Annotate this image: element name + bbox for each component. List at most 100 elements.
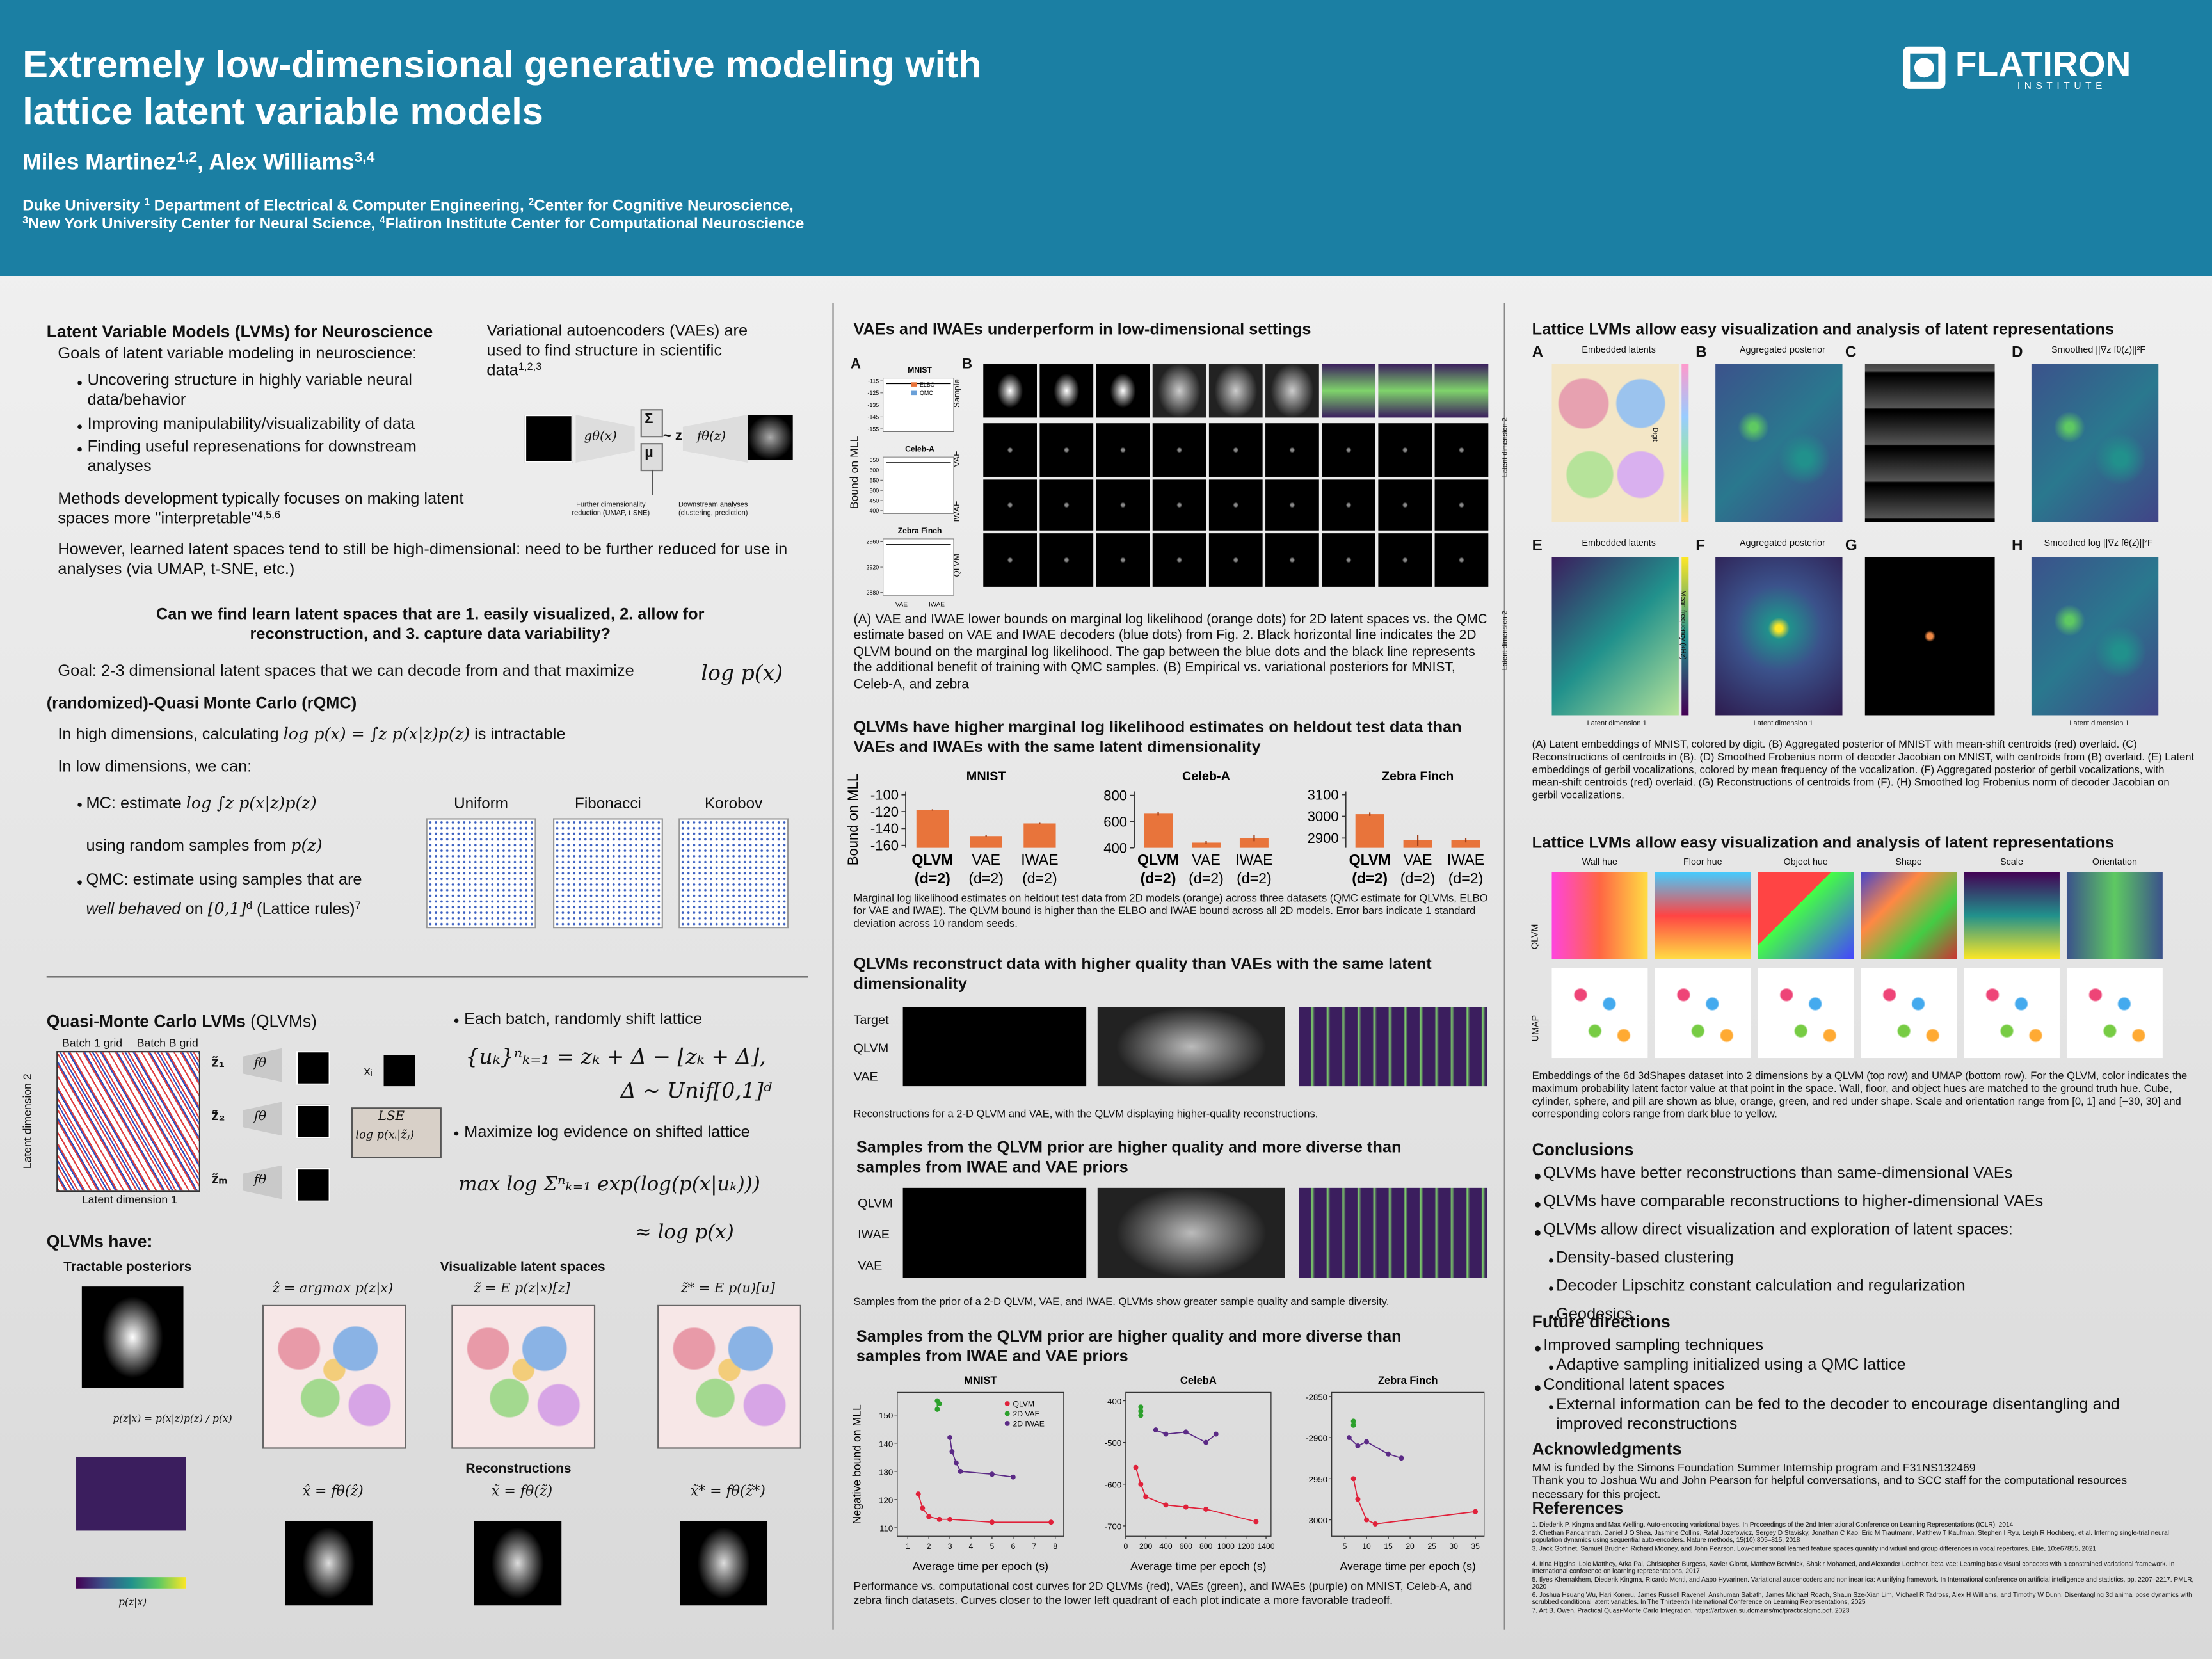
panel-label: D bbox=[2012, 344, 2023, 362]
point bbox=[1355, 1496, 1361, 1502]
latent-panel bbox=[2031, 557, 2159, 716]
axis-label: Latent dimension 1 bbox=[81, 1193, 177, 1206]
section-heading: Future directions bbox=[1532, 1311, 1671, 1332]
x-tick-label: 200 bbox=[1139, 1542, 1152, 1551]
qlvm-embedding bbox=[1551, 872, 1648, 959]
point bbox=[1372, 1521, 1378, 1527]
y-tick-label: 2960 bbox=[867, 539, 879, 545]
bar bbox=[1192, 842, 1221, 848]
math: max log Σⁿₖ₌₁ exp(log(p(x|uₖ))) bbox=[458, 1173, 760, 1197]
y-tick-label: -2950 bbox=[1306, 1475, 1327, 1484]
colorbar-label: Mean frequency (kHz) bbox=[1678, 590, 1687, 660]
chart: Zebra Finch 2900 3000 3100 QLVM (d=2) VAE (d=2)… bbox=[1308, 769, 1485, 886]
sigma-box bbox=[640, 409, 663, 438]
posterior-image bbox=[1039, 479, 1094, 531]
point bbox=[1138, 1481, 1144, 1487]
umap-embedding bbox=[1551, 967, 1648, 1059]
text: In low dimensions, we can: bbox=[58, 758, 252, 776]
legend-swatch bbox=[1004, 1401, 1010, 1407]
x-tick-note: (d=2) bbox=[915, 870, 950, 886]
text: using random samples from p(z) bbox=[86, 835, 323, 858]
y-tick-label: 3100 bbox=[1308, 787, 1339, 803]
axis-label: Latent dimension 2 bbox=[1501, 611, 1510, 671]
colorbar bbox=[1681, 364, 1689, 522]
point bbox=[1183, 1504, 1189, 1510]
point-set-label: Fibonacci bbox=[575, 796, 641, 813]
umap-embedding bbox=[1964, 967, 2060, 1059]
panel-title: MNIST bbox=[908, 365, 932, 374]
bullet: Conditional latent spaces bbox=[1543, 1377, 1725, 1394]
panel-title: Smoothed log ||∇z fθ(z)||²F bbox=[2044, 538, 2153, 549]
subheading: Reconstructions bbox=[465, 1461, 572, 1477]
column-label: Scale bbox=[2000, 858, 2023, 868]
sub-bullet: Geodesics bbox=[1556, 1306, 1633, 1324]
title: Extremely low-dimensional generative mod… bbox=[22, 44, 982, 86]
y-tick-label: 130 bbox=[879, 1467, 893, 1477]
posterior-image bbox=[1208, 364, 1263, 418]
y-tick-label: 450 bbox=[869, 497, 879, 504]
series-line bbox=[1135, 1467, 1256, 1523]
x-tick-note: (d=2) bbox=[1189, 870, 1224, 886]
caption: Marginal log likelihood estimates on hel… bbox=[853, 891, 1488, 930]
posterior-image bbox=[1265, 479, 1319, 531]
math-label: fθ bbox=[253, 1110, 267, 1125]
row-label: Target bbox=[853, 1013, 889, 1027]
panel-title: Aggregated posterior bbox=[1739, 345, 1825, 356]
x-tick-label: IWAE bbox=[1447, 851, 1484, 868]
row-label: VAE bbox=[858, 1258, 883, 1273]
subheading: Visualizable latent spaces bbox=[440, 1260, 605, 1276]
text: MM is funded by the Simons Foundation Su… bbox=[1532, 1461, 1976, 1475]
y-tick-label: 650 bbox=[869, 457, 879, 463]
latent-panel bbox=[1864, 364, 1995, 522]
section-heading: Lattice LVMs allow easy visualization an… bbox=[1532, 835, 2115, 853]
y-tick-label: 2920 bbox=[867, 564, 879, 570]
bullet: MC: estimate log ∫z p(x|z)p(z) bbox=[86, 793, 316, 815]
point-set bbox=[426, 818, 536, 929]
affiliations: 3New York University Center for Neural S… bbox=[22, 216, 804, 234]
point bbox=[1203, 1439, 1209, 1445]
x-tick-label: IWAE bbox=[929, 602, 945, 609]
bullet: Each batch, randomly shift lattice bbox=[464, 1011, 703, 1029]
text: However, learned latent spaces tend to s… bbox=[58, 541, 788, 579]
point-set bbox=[552, 818, 663, 929]
x-tick-label: 5 bbox=[990, 1542, 995, 1551]
math: p(z|x) = p(x|z)p(z) / p(x) bbox=[113, 1413, 232, 1425]
chart-title: CelebA bbox=[1180, 1374, 1217, 1386]
column-divider bbox=[1503, 303, 1505, 1630]
latent-panel bbox=[1864, 557, 1995, 716]
text-segment: [0,1] bbox=[207, 898, 246, 918]
point bbox=[1355, 1443, 1361, 1448]
column-label: Floor hue bbox=[1683, 858, 1722, 868]
text-segment: Methods development typically focuses on… bbox=[58, 491, 464, 527]
math: ẑ = argmax p(z|x) bbox=[273, 1281, 394, 1297]
posterior-image bbox=[1434, 479, 1489, 531]
point bbox=[1138, 1404, 1144, 1410]
x-tick-label: 6 bbox=[1011, 1542, 1015, 1551]
bullet-dot bbox=[1549, 1365, 1553, 1370]
row-label: IWAE bbox=[858, 1227, 890, 1242]
text-segment: is intractable bbox=[470, 726, 566, 744]
section-heading: QLVMs have higher marginal log likelihoo… bbox=[853, 719, 1462, 756]
reference: 5. Ilyes Khemakhem, Diederik Kingma, Ric… bbox=[1532, 1575, 2194, 1591]
sub-bullet: Density-based clustering bbox=[1556, 1249, 1734, 1267]
x-tick-label: 25 bbox=[1427, 1542, 1436, 1551]
y-tick-label: 550 bbox=[869, 477, 879, 484]
y-tick-label: -500 bbox=[1105, 1438, 1121, 1448]
point-set-label: Uniform bbox=[454, 796, 509, 813]
digit-image bbox=[296, 1167, 330, 1202]
bullet-dot bbox=[1549, 1315, 1553, 1319]
text: Thank you to Joshua Wu and John Pearson … bbox=[1532, 1474, 2128, 1501]
text-segment: d bbox=[246, 899, 252, 912]
section-heading: Lattice LVMs allow easy visualization an… bbox=[1532, 321, 2115, 339]
row-label: VAE bbox=[953, 451, 963, 467]
y-tick-label: 120 bbox=[879, 1495, 893, 1505]
x-axis-label: Average time per epoch (s) bbox=[1340, 1560, 1476, 1573]
math: {uₖ}ⁿₖ₌₁ = zₖ + Δ − ⌊zₖ + Δ⌋, bbox=[465, 1044, 766, 1070]
text-segment: 7 bbox=[355, 899, 361, 912]
posterior-image bbox=[1378, 479, 1432, 531]
x-tick-label: VAE bbox=[1192, 851, 1221, 868]
text-segment: p(z) bbox=[291, 835, 323, 855]
text-segment: Flatiron Institute Center for Computatio… bbox=[385, 216, 805, 233]
umap-embedding bbox=[1655, 967, 1751, 1059]
